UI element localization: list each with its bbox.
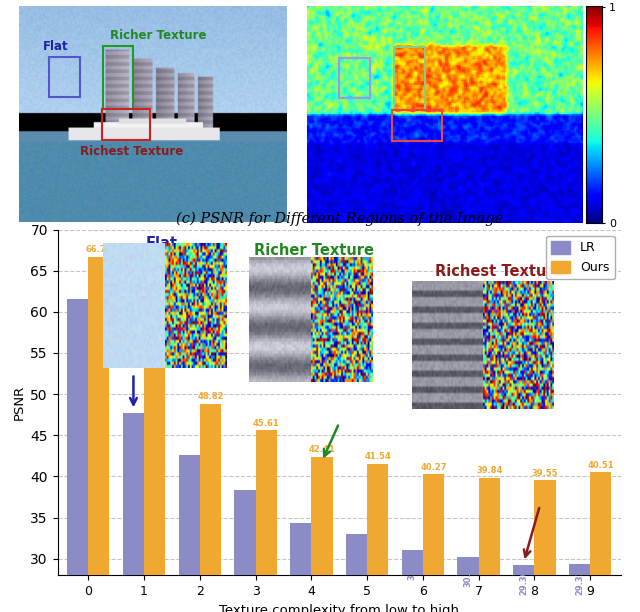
- Text: 66.70: 66.70: [86, 245, 112, 254]
- Bar: [49, 57, 80, 97]
- Text: 38.30: 38.30: [241, 494, 250, 521]
- Bar: [102, 110, 150, 140]
- Text: 31.12: 31.12: [408, 554, 417, 580]
- Y-axis label: PSNR: PSNR: [13, 385, 26, 420]
- Bar: [513, 565, 534, 575]
- Text: 42.41: 42.41: [308, 445, 335, 454]
- Text: 61.56: 61.56: [73, 303, 82, 330]
- Text: Richest Texture: Richest Texture: [80, 144, 183, 157]
- Bar: [255, 430, 276, 575]
- Text: 29.30: 29.30: [519, 569, 528, 595]
- Text: Richest Texture: Richest Texture: [435, 264, 564, 279]
- Text: 45.61: 45.61: [253, 419, 280, 428]
- Bar: [290, 523, 311, 575]
- Bar: [67, 299, 88, 575]
- Text: 34.29: 34.29: [296, 528, 305, 554]
- Bar: [423, 474, 444, 575]
- Bar: [479, 478, 500, 575]
- Bar: [534, 480, 556, 575]
- Bar: [103, 46, 134, 110]
- Legend: LR, Ours: LR, Ours: [547, 236, 614, 279]
- Text: Richer Texture: Richer Texture: [254, 244, 374, 258]
- Bar: [339, 58, 370, 97]
- Text: 39.84: 39.84: [476, 466, 502, 476]
- Text: 42.57: 42.57: [185, 460, 194, 486]
- Text: 40.51: 40.51: [588, 461, 614, 470]
- Bar: [394, 47, 425, 110]
- Text: Flat: Flat: [146, 236, 178, 252]
- Text: Flat: Flat: [43, 40, 68, 53]
- Bar: [311, 457, 333, 575]
- Title: (c) PSNR for Different Regions of the Image: (c) PSNR for Different Regions of the Im…: [175, 211, 503, 226]
- Bar: [392, 110, 442, 141]
- Bar: [590, 472, 611, 575]
- Text: 30.23: 30.23: [463, 561, 472, 588]
- Bar: [123, 412, 144, 575]
- Bar: [367, 464, 388, 575]
- Bar: [402, 550, 423, 575]
- Text: 41.54: 41.54: [364, 452, 391, 461]
- Bar: [234, 490, 255, 575]
- Bar: [569, 564, 590, 575]
- Text: 29.31: 29.31: [575, 569, 584, 595]
- Text: 33.01: 33.01: [352, 538, 361, 564]
- Text: 48.82: 48.82: [197, 392, 223, 401]
- Bar: [88, 256, 109, 575]
- Text: 39.55: 39.55: [532, 469, 558, 478]
- Text: Richer Texture: Richer Texture: [110, 29, 207, 42]
- Bar: [346, 534, 367, 575]
- Bar: [458, 557, 479, 575]
- X-axis label: Texture complexity from low to high: Texture complexity from low to high: [219, 603, 459, 612]
- Bar: [144, 366, 165, 575]
- Bar: [200, 404, 221, 575]
- Text: 40.27: 40.27: [420, 463, 447, 472]
- Bar: [179, 455, 200, 575]
- Text: 53.44: 53.44: [141, 354, 168, 364]
- Text: 47.75: 47.75: [129, 417, 138, 443]
